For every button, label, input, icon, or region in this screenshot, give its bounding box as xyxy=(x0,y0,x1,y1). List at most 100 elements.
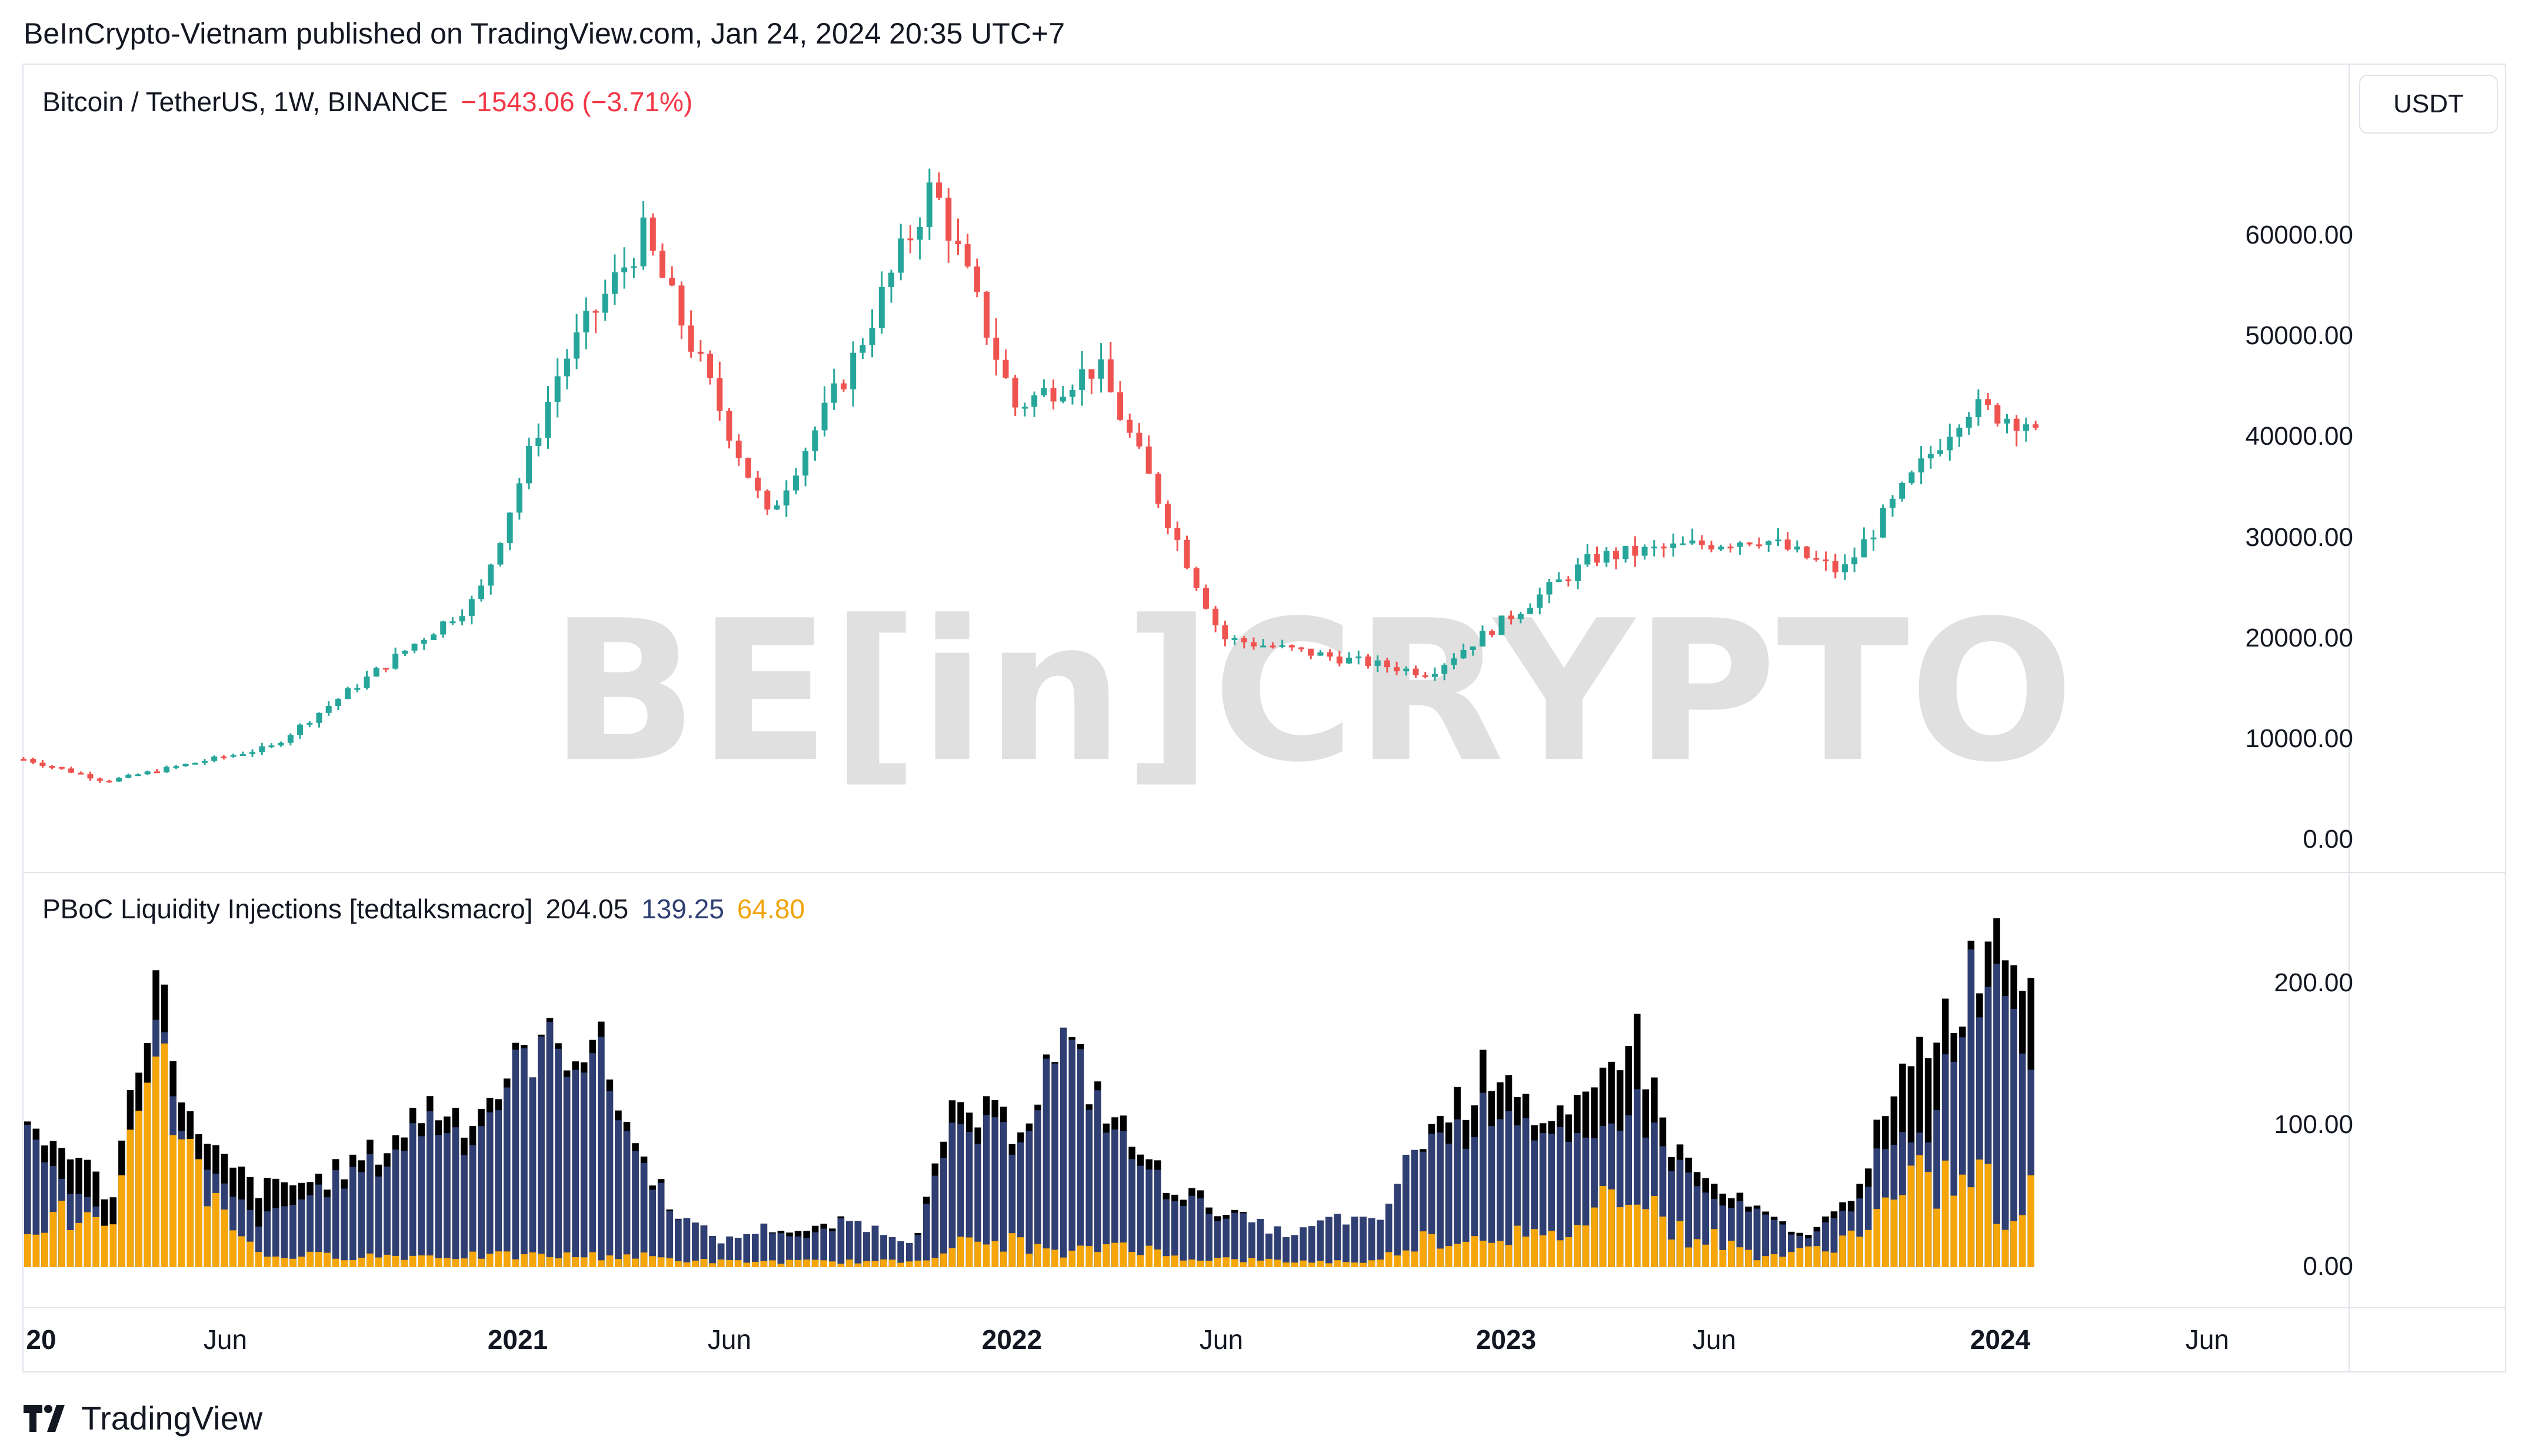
bar-orange xyxy=(563,1252,571,1267)
bar-orange xyxy=(2010,1221,2017,1267)
candle-body xyxy=(382,668,389,670)
bar-orange xyxy=(264,1257,271,1267)
bar-blue xyxy=(375,1176,382,1267)
bar-orange xyxy=(948,1248,956,1267)
bar-blue xyxy=(1420,1151,1427,1267)
bar-blue xyxy=(246,1210,254,1267)
symbol-label[interactable]: Bitcoin / TetherUS, 1W, BINANCE xyxy=(42,86,448,117)
bar-orange xyxy=(1967,1187,1975,1267)
bar-orange xyxy=(914,1260,922,1267)
bar-blue xyxy=(1222,1218,1230,1267)
bar-orange xyxy=(315,1252,322,1267)
candle-body xyxy=(411,644,418,651)
candle-body xyxy=(1537,594,1543,608)
bar-blue xyxy=(1480,1092,1487,1267)
bar-orange xyxy=(1557,1240,1564,1267)
indicator-title[interactable]: PBoC Liquidity Injections [tedtalksmacro… xyxy=(42,894,533,924)
bar-orange xyxy=(444,1258,451,1267)
bar-orange xyxy=(982,1244,990,1267)
bar-orange xyxy=(58,1201,65,1267)
bar-blue xyxy=(1325,1217,1333,1267)
candle-body xyxy=(182,764,189,767)
bar-orange xyxy=(546,1257,554,1267)
candle-body xyxy=(287,735,294,743)
bar-orange xyxy=(1959,1174,1966,1267)
candle-body xyxy=(1041,388,1047,396)
bar-orange xyxy=(1265,1258,1273,1267)
bar-blue xyxy=(580,1072,588,1267)
candle-body xyxy=(974,266,980,292)
bar-blue xyxy=(1042,1058,1050,1267)
bar-orange xyxy=(221,1210,228,1267)
indicator-y-tick-label: 200.00 xyxy=(2274,968,2353,997)
candle-body xyxy=(554,376,561,402)
bar-orange xyxy=(1257,1260,1264,1267)
bar-blue xyxy=(1180,1206,1187,1267)
candle-body xyxy=(745,458,751,478)
bar-orange xyxy=(1941,1160,1949,1267)
candle-body xyxy=(659,251,666,278)
bar-blue xyxy=(358,1172,365,1267)
candle-body xyxy=(1070,389,1076,397)
bar-blue xyxy=(1685,1172,1692,1267)
bar-orange xyxy=(777,1264,785,1267)
bar-blue xyxy=(384,1166,391,1267)
bar-blue xyxy=(649,1190,656,1267)
bar-orange xyxy=(1145,1245,1153,1267)
bar-blue xyxy=(940,1158,947,1267)
pane-divider[interactable] xyxy=(22,872,2506,873)
bar-blue xyxy=(1171,1201,1178,1267)
bar-blue xyxy=(503,1087,511,1267)
candle-body xyxy=(1231,638,1238,640)
bar-orange xyxy=(811,1260,819,1267)
candle-body xyxy=(564,358,570,377)
bar-blue xyxy=(512,1049,519,1267)
candle-body xyxy=(354,688,361,690)
bar-blue xyxy=(1864,1187,1872,1267)
candle-body xyxy=(1012,378,1018,408)
candle-body xyxy=(1623,546,1629,559)
candle-body xyxy=(1727,547,1734,549)
bar-blue xyxy=(1616,1131,1624,1267)
bar-orange xyxy=(1839,1235,1846,1267)
bar-orange xyxy=(332,1258,339,1267)
candle-body xyxy=(1784,539,1791,550)
candle-body xyxy=(1927,454,1934,459)
bar-blue xyxy=(888,1237,896,1267)
bar-orange xyxy=(1710,1229,1718,1267)
bar-orange xyxy=(640,1252,648,1267)
candle-body xyxy=(860,345,866,353)
bar-orange xyxy=(1334,1260,1341,1267)
bar-orange xyxy=(1068,1250,1076,1267)
bar-blue xyxy=(1582,1137,1590,1267)
bar-orange xyxy=(1214,1258,1221,1267)
bar-orange xyxy=(452,1259,459,1267)
bar-orange xyxy=(829,1261,836,1267)
bar-blue xyxy=(1128,1159,1135,1267)
candle-body xyxy=(640,217,647,266)
bar-orange xyxy=(461,1258,468,1267)
bar-orange xyxy=(1368,1260,1375,1267)
bar-blue xyxy=(640,1163,648,1267)
bar-blue xyxy=(2001,996,2009,1267)
bar-blue xyxy=(1283,1237,1290,1267)
bar-orange xyxy=(991,1241,999,1267)
candle-body xyxy=(1756,544,1763,547)
bar-orange xyxy=(1411,1251,1418,1267)
liquidity-bar-series xyxy=(24,918,2034,1267)
bar-orange xyxy=(1933,1208,1940,1267)
bar-orange xyxy=(1796,1248,1804,1267)
candle-body xyxy=(1632,546,1638,556)
tradingview-logo[interactable]: TradingView xyxy=(24,1399,262,1437)
candle-body xyxy=(173,766,179,768)
bar-orange xyxy=(204,1206,211,1267)
bar-blue xyxy=(1334,1214,1341,1267)
currency-button[interactable]: USDT xyxy=(2359,75,2498,134)
candle-body xyxy=(1145,447,1152,474)
indicator-y-tick-label: 0.00 xyxy=(2303,1252,2353,1281)
bar-blue xyxy=(1102,1132,1110,1267)
bar-orange xyxy=(1565,1237,1573,1267)
bar-blue xyxy=(1488,1126,1495,1267)
candle-body xyxy=(1441,665,1448,674)
